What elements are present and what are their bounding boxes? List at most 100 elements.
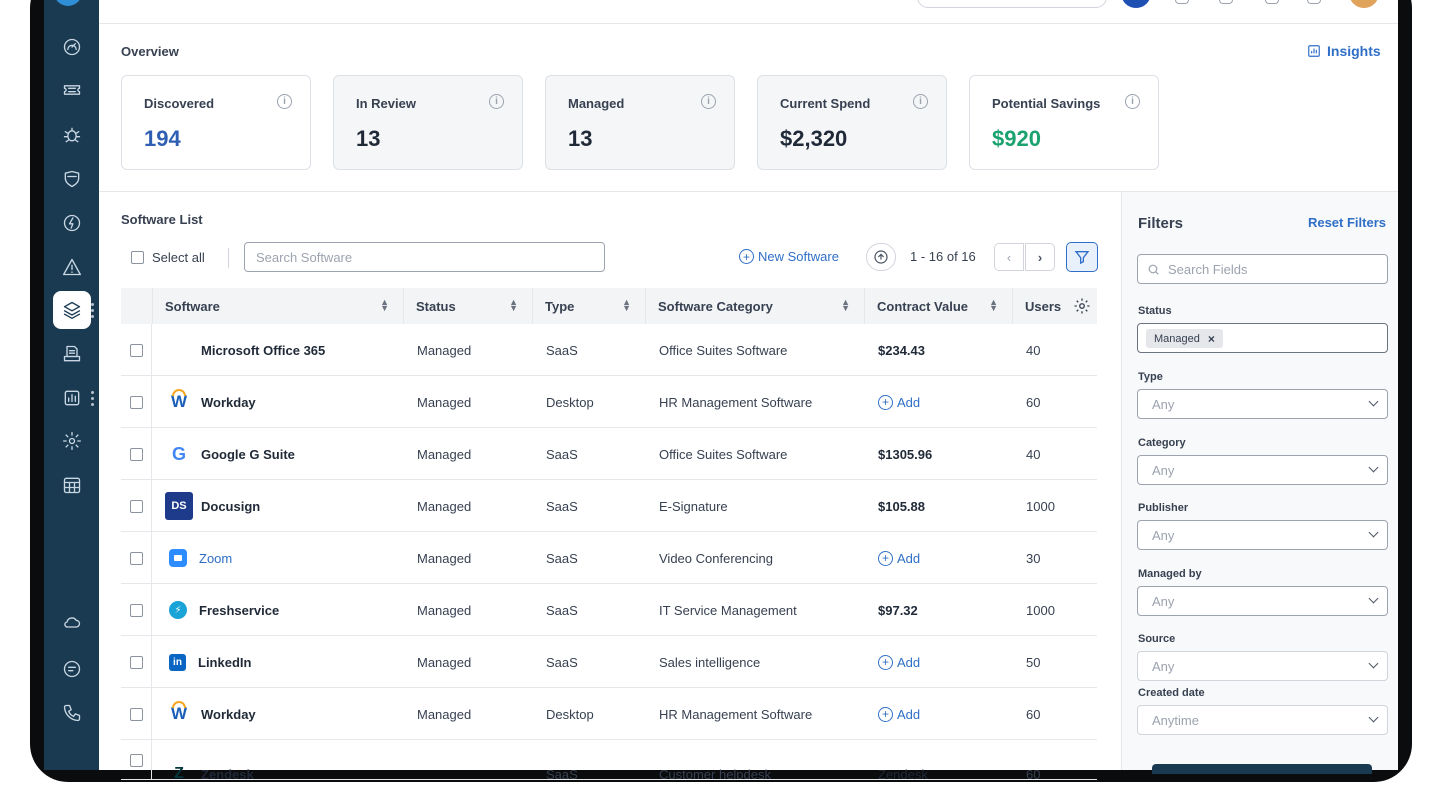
help-icon[interactable] — [1265, 0, 1279, 4]
software-name-cell[interactable]: in LinkedIn — [169, 636, 251, 688]
column-settings-gear-icon[interactable] — [1073, 297, 1091, 315]
new-software-button[interactable]: + New Software — [739, 249, 839, 264]
source-filter-select[interactable]: Any — [1137, 651, 1388, 681]
sidebar-item-cloud[interactable] — [44, 603, 99, 641]
prev-page-button[interactable]: ‹ — [994, 243, 1024, 271]
notifications-icon[interactable] — [1175, 0, 1189, 4]
next-page-button[interactable]: › — [1025, 243, 1055, 271]
sidebar-item-dashboard[interactable] — [44, 28, 99, 66]
add-contract-link[interactable]: + Add — [878, 376, 920, 428]
row-checkbox[interactable] — [129, 499, 143, 513]
column-header-contract-value[interactable]: Contract Value ▲ ▼ — [864, 288, 1012, 324]
rail-expand-handle[interactable] — [91, 303, 94, 321]
column-header-status[interactable]: Status ▲ ▼ — [403, 288, 532, 324]
row-checkbox[interactable] — [129, 447, 143, 461]
user-avatar[interactable] — [1349, 0, 1379, 8]
sort-icon[interactable]: ▲ ▼ — [841, 297, 850, 313]
sidebar-item-problems[interactable] — [44, 116, 99, 154]
search-software-input[interactable]: Search Software — [244, 242, 605, 272]
sort-icon[interactable]: ▲ ▼ — [509, 297, 518, 313]
sidebar-item-software[interactable] — [44, 291, 99, 329]
sidebar-item-security[interactable] — [44, 160, 99, 198]
software-name-cell[interactable]: W Workday — [169, 688, 256, 740]
sidebar-item-tickets[interactable] — [44, 71, 99, 109]
software-name-cell[interactable]: Microsoft Office 365 — [169, 324, 325, 376]
row-checkbox[interactable] — [129, 343, 143, 357]
stat-card-managed[interactable]: Managed i 13 — [545, 75, 735, 170]
software-name-cell[interactable]: Zoom — [169, 532, 232, 584]
software-name-cell[interactable]: W Workday — [169, 376, 256, 428]
stat-card-potential-savings[interactable]: Potential Savings i $920 — [969, 75, 1159, 170]
column-header-software[interactable]: Software ▲ ▼ — [152, 288, 403, 324]
sidebar-item-settings[interactable] — [44, 422, 99, 460]
sidebar-item-phone[interactable] — [44, 694, 99, 732]
add-contract-link[interactable]: + Add — [878, 688, 920, 740]
table-row[interactable]: W Workday Managed Desktop HR Management … — [121, 376, 1097, 428]
table-row[interactable]: Microsoft Office 365 Managed SaaS Office… — [121, 324, 1097, 376]
global-search-input[interactable] — [917, 0, 1107, 8]
stat-card-current-spend[interactable]: Current Spend i $2,320 — [757, 75, 947, 170]
sidebar-item-calendar[interactable] — [44, 466, 99, 504]
row-checkbox[interactable] — [129, 655, 143, 669]
table-row[interactable]: G Google G Suite Managed SaaS Office Sui… — [121, 428, 1097, 480]
info-icon[interactable]: i — [1125, 94, 1140, 109]
sidebar-item-alerts[interactable] — [44, 248, 99, 286]
software-name-cell[interactable]: G Google G Suite — [169, 428, 295, 480]
info-icon[interactable]: i — [277, 94, 292, 109]
row-checkbox[interactable] — [129, 603, 143, 617]
row-checkbox[interactable] — [129, 395, 143, 409]
app-logo[interactable] — [54, 0, 82, 6]
close-icon[interactable]: × — [1207, 331, 1215, 346]
stat-card-discovered[interactable]: Discovered i 194 — [121, 75, 311, 170]
sidebar-item-changes[interactable] — [44, 204, 99, 242]
table-row[interactable]: W Workday Managed Desktop HR Management … — [121, 688, 1097, 740]
filter-toggle-button[interactable] — [1066, 242, 1098, 272]
reset-filters-link[interactable]: Reset Filters — [1307, 215, 1386, 230]
status-chip[interactable]: Managed × — [1146, 329, 1223, 348]
row-checkbox[interactable] — [129, 707, 143, 721]
search-fields-input[interactable]: Search Fields — [1137, 254, 1388, 284]
stat-card-in-review[interactable]: In Review i 13 — [333, 75, 523, 170]
table-row[interactable]: Z Zendesk SaaS Customer helpdesk Zendesk… — [121, 740, 1097, 780]
sort-icon[interactable]: ▲ ▼ — [989, 297, 998, 313]
column-header-category[interactable]: Software Category ▲ ▼ — [645, 288, 864, 324]
select-all-checkbox[interactable] — [131, 251, 144, 264]
tools-icon[interactable] — [1307, 0, 1321, 4]
rail-expand-handle[interactable] — [91, 391, 94, 409]
warning-icon — [62, 258, 81, 276]
info-icon[interactable]: i — [489, 94, 504, 109]
sidebar-item-chat[interactable] — [44, 650, 99, 688]
sort-icon[interactable]: ▲ ▼ — [622, 297, 631, 313]
apps-icon[interactable] — [1219, 0, 1233, 4]
type-filter-select[interactable]: Any — [1137, 389, 1388, 419]
info-icon[interactable]: i — [913, 94, 928, 109]
column-header-users[interactable]: Users — [1012, 288, 1097, 324]
row-checkbox[interactable] — [129, 551, 143, 565]
workspace-avatar[interactable] — [1121, 0, 1151, 8]
publisher-filter-select[interactable]: Any — [1137, 520, 1388, 550]
table-row[interactable]: ⚡ Freshservice Managed SaaS IT Service M… — [121, 584, 1097, 636]
software-name-cell[interactable]: Z Zendesk — [169, 748, 254, 779]
add-contract-link[interactable]: + Add — [878, 636, 920, 688]
insights-link[interactable]: Insights — [1307, 43, 1381, 59]
select-all[interactable]: Select all — [131, 250, 205, 265]
software-name-cell[interactable]: DS Docusign — [165, 480, 260, 532]
info-icon[interactable]: i — [701, 94, 716, 109]
status-filter-select[interactable]: Managed × — [1137, 323, 1388, 353]
sort-icon[interactable]: ▲ ▼ — [380, 297, 389, 313]
column-header-type[interactable]: Type ▲ ▼ — [532, 288, 645, 324]
table-row[interactable]: Zoom Managed SaaS Video Conferencing + Ad… — [121, 532, 1097, 584]
apply-filters-button[interactable] — [1152, 764, 1372, 774]
add-contract-link[interactable]: + Add — [878, 532, 920, 584]
row-checkbox[interactable] — [129, 753, 143, 767]
sidebar-item-reports[interactable] — [44, 379, 99, 417]
software-name-cell[interactable]: ⚡ Freshservice — [169, 584, 279, 636]
column-label: Status — [416, 298, 456, 314]
export-button[interactable] — [866, 243, 896, 271]
category-filter-select[interactable]: Any — [1137, 455, 1388, 485]
sidebar-item-contracts[interactable] — [44, 335, 99, 373]
managed-by-filter-select[interactable]: Any — [1137, 586, 1388, 616]
table-row[interactable]: DS Docusign Managed SaaS E-Signature $10… — [121, 480, 1097, 532]
table-row[interactable]: in LinkedIn Managed SaaS Sales intellige… — [121, 636, 1097, 688]
created-date-filter-select[interactable]: Anytime — [1137, 705, 1388, 735]
